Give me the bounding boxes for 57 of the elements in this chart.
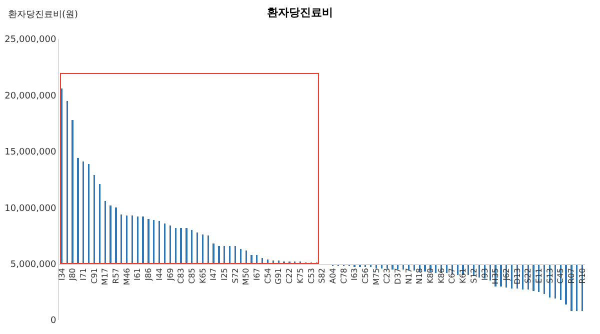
x-tick-label: I34 <box>57 268 66 281</box>
x-tick-label: I61 <box>133 268 142 281</box>
x-tick-label: C67 <box>448 268 457 284</box>
x-tick-label: C54 <box>263 268 272 284</box>
chart-title: 환자당진료비 <box>267 6 333 20</box>
x-tick-label: A04 <box>328 268 338 284</box>
x-tick-label: N17 <box>404 268 414 284</box>
x-tick-label: M75 <box>372 268 381 286</box>
x-tick-label: R07 <box>567 268 576 284</box>
x-tick-label: I25 <box>220 268 229 281</box>
x-tick-label: C53 <box>306 268 316 284</box>
y-tick-label: 5,000,000 <box>10 260 56 270</box>
x-tick-label: N18 <box>415 268 424 284</box>
y-tick-label: 25,000,000 <box>4 35 56 46</box>
x-tick-label: S72 <box>230 268 240 284</box>
x-tick-label: C83 <box>176 268 186 284</box>
x-tick-label: K75 <box>296 268 305 284</box>
x-tick-label: S13 <box>545 268 554 284</box>
y-tick-label: 10,000,000 <box>4 204 56 214</box>
x-tick-label: S82 <box>318 268 327 284</box>
x-tick-label: I63 <box>350 268 360 281</box>
x-tick-label: I93 <box>480 268 490 281</box>
x-tick-label: C23 <box>382 268 392 284</box>
x-tick-label: S22 <box>524 268 533 284</box>
x-tick-label: H35 <box>491 268 500 284</box>
x-tick-label: R57 <box>112 268 121 284</box>
y-tick-label: 0 <box>50 316 56 326</box>
x-tick-label: S12 <box>469 268 478 284</box>
x-tick-label: C45 <box>556 268 566 284</box>
x-tick-label: J69 <box>166 268 175 282</box>
y-tick-label: 15,000,000 <box>4 148 56 158</box>
x-tick-label: C85 <box>187 268 196 284</box>
x-tick-label: M17 <box>100 268 110 286</box>
y-axis-title: 환자당진료비(원) <box>8 10 78 20</box>
x-tick-label: C91 <box>90 268 99 284</box>
x-tick-label: M46 <box>122 268 132 286</box>
x-tick-label: D37 <box>394 268 403 284</box>
x-tick-label: K86 <box>436 268 446 284</box>
x-tick-label: I47 <box>209 268 218 281</box>
x-tick-label: G91 <box>274 268 284 284</box>
x-tick-label: C78 <box>339 268 348 284</box>
x-tick-label: R10 <box>578 268 587 284</box>
x-tick-label: J62 <box>502 268 511 282</box>
x-tick-label: J80 <box>68 268 78 282</box>
x-tick-label: C22 <box>285 268 294 284</box>
x-tick-label: I71 <box>79 268 88 281</box>
x-tick-label: D13 <box>512 268 522 284</box>
x-tick-label: E11 <box>534 268 544 284</box>
x-tick-label: K61 <box>458 268 468 284</box>
x-tick-label: I67 <box>252 268 262 281</box>
x-tick-label: K65 <box>198 268 208 284</box>
x-tick-label: C56 <box>360 268 370 284</box>
y-tick-label: 20,000,000 <box>4 91 56 102</box>
x-tick-label: M50 <box>242 268 251 286</box>
x-tick-label: J86 <box>144 268 154 282</box>
x-tick-label: I44 <box>154 268 164 281</box>
x-tick-label: K80 <box>426 268 436 284</box>
